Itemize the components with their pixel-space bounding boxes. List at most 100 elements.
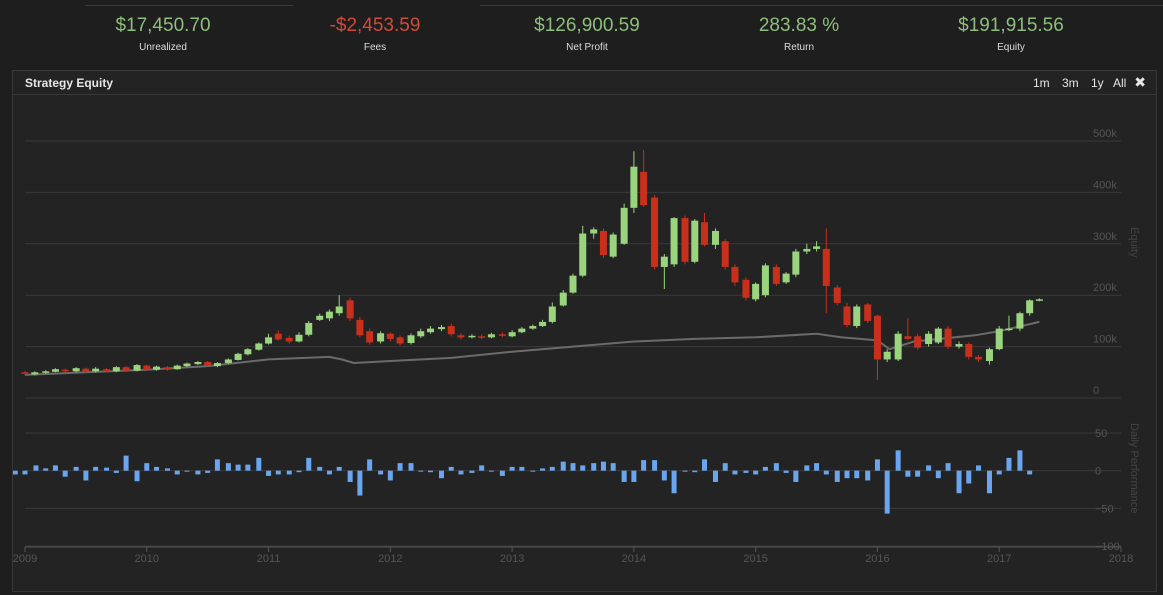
performance-bar [804, 465, 810, 471]
candle [529, 326, 537, 329]
performance-bar [336, 466, 342, 471]
candle [133, 365, 141, 371]
stat-value: $126,900.59 [534, 15, 640, 36]
x-tick-label: 2015 [743, 553, 767, 565]
candle [670, 218, 678, 265]
stat-label: Unrealized [139, 42, 187, 53]
equity-tick-label: 300k [1093, 231, 1117, 243]
performance-axis-title: Daily Performance [1128, 423, 1140, 513]
performance-bar [448, 466, 454, 471]
performance-bar [22, 470, 28, 475]
stat-equity: $191,915.56 Equity [906, 14, 1116, 53]
x-tick-label: 2013 [500, 553, 524, 565]
performance-bar [509, 466, 515, 471]
range-3m-button[interactable]: 3m [1062, 76, 1079, 90]
candle [508, 332, 516, 337]
candle [153, 366, 161, 370]
stat-label: Equity [997, 42, 1025, 53]
stat-fees: -$2,453.59 Fees [270, 14, 480, 53]
candle [1016, 313, 1024, 329]
performance-bar [530, 470, 536, 472]
performance-bar [631, 470, 637, 482]
performance-bar [347, 470, 353, 482]
performance-bar [702, 459, 708, 471]
candle [711, 230, 719, 245]
performance-bar [661, 470, 667, 481]
performance-bar [13, 470, 18, 475]
performance-bar [469, 470, 475, 473]
candle [569, 275, 577, 293]
candle [82, 368, 90, 372]
top-tab-left[interactable] [85, 0, 293, 6]
performance-bar [600, 461, 606, 471]
top-tab-strip [0, 0, 1163, 6]
stat-unrealized: $17,450.70 Unrealized [58, 14, 268, 53]
performance-bar [844, 470, 850, 479]
candle [904, 336, 912, 339]
candle [103, 369, 111, 372]
performance-bar [275, 470, 281, 475]
performance-bar [296, 470, 302, 473]
performance-bar [823, 470, 829, 475]
candle [742, 279, 750, 298]
candle [447, 326, 455, 335]
performance-bar [986, 470, 992, 494]
candle [396, 337, 404, 344]
performance-bar [743, 470, 749, 473]
performance-bar [387, 470, 393, 481]
top-tab-right[interactable] [480, 0, 1163, 6]
performance-bar [154, 466, 160, 471]
summary-stats: $17,450.70 Unrealized -$2,453.59 Fees $1… [0, 14, 1163, 64]
candle [752, 283, 760, 300]
x-tick-label: 2016 [865, 553, 889, 565]
performance-bar [174, 470, 180, 475]
range-1m-button[interactable]: 1m [1033, 76, 1050, 90]
candle [864, 304, 872, 321]
performance-bar [458, 470, 464, 475]
performance-bar [956, 470, 962, 494]
candle [325, 311, 333, 319]
close-icon[interactable]: ✖ [1134, 74, 1146, 90]
candle [122, 367, 130, 371]
performance-bar [540, 468, 546, 471]
candle [691, 220, 699, 262]
equity-tick-label: 400k [1093, 179, 1117, 191]
candle [21, 372, 29, 374]
candle [305, 322, 313, 335]
candle [925, 333, 933, 345]
candle [244, 349, 252, 355]
candle [1005, 328, 1013, 331]
performance-bar [549, 466, 555, 471]
performance-bar [712, 470, 718, 482]
range-all-button[interactable]: All [1113, 76, 1127, 90]
performance-bar [62, 470, 68, 477]
candle [478, 336, 486, 338]
candle [285, 337, 293, 342]
candle [579, 233, 587, 276]
candle [377, 333, 385, 342]
candle [721, 241, 729, 267]
candle [660, 256, 668, 267]
candle [61, 369, 69, 372]
candle [417, 331, 425, 337]
candle [468, 335, 476, 338]
candle [143, 365, 151, 370]
performance-bar [814, 463, 820, 471]
x-tick-label: 2018 [1109, 553, 1133, 565]
performance-bar [874, 459, 880, 471]
performance-bar [895, 450, 901, 471]
candle [194, 362, 202, 365]
performance-bar [367, 459, 373, 471]
range-1y-button[interactable]: 1y [1091, 76, 1104, 90]
candle [782, 273, 790, 283]
performance-bar [732, 470, 738, 475]
candle [944, 328, 952, 347]
candle [518, 328, 526, 333]
x-tick-label: 2011 [257, 553, 281, 565]
x-tick-label: 2017 [987, 553, 1011, 565]
performance-bar [73, 466, 79, 471]
candle [873, 315, 881, 360]
stat-value: $191,915.56 [958, 15, 1064, 36]
performance-bar [762, 466, 768, 471]
performance-bar [1027, 470, 1033, 475]
